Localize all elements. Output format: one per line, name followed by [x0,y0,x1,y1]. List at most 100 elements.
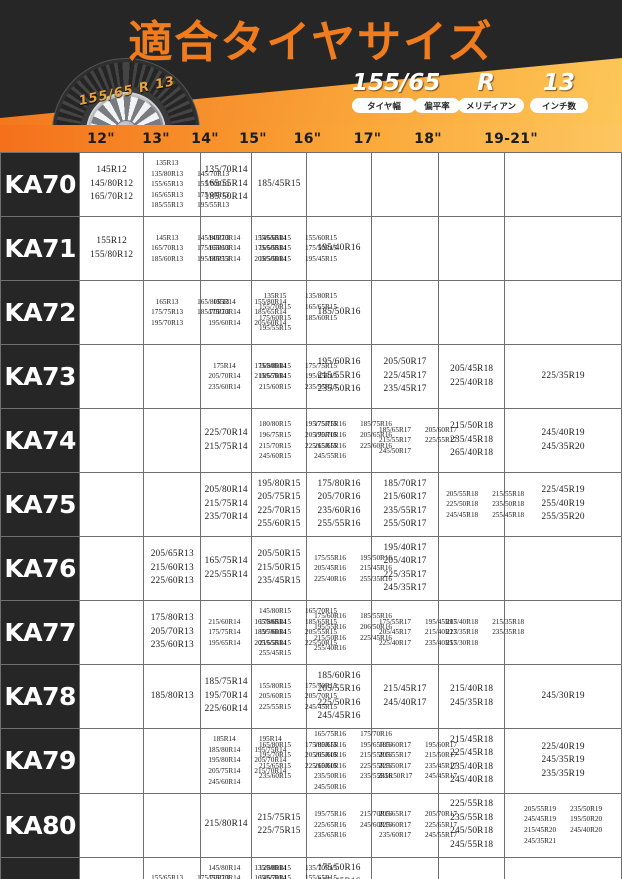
size-cell-ka71-13in: 145R13 145/80R13 165/70R13 175/65R13 185/60R… [143,216,230,281]
size-cell-ka80-13in [143,792,202,858]
size-line: 235/50R16 [317,384,361,395]
size-line: 215/45R18 [450,734,494,745]
size-line: 185/80R13 [150,690,194,701]
legend-radial: R [452,70,520,96]
size-line: 255/60R15 [257,519,301,529]
size-line: 235/40R18 [450,761,494,772]
size-line: 205/80R14 [204,485,248,496]
size-line: 215/65R15 225/60R15 [259,761,337,770]
size-cell-ka71-14in: 145/70R14 155/65R14 165/60R14 175/60R14 185/… [200,216,287,281]
table-row: KA70 145R12 145/80R12 165/70R12 135R13 135/80… [0,152,622,217]
size-line: 225/50R16 [317,697,361,708]
size-line: 215/75R14 [204,441,248,452]
size-line: 205/40R18 215/35R18 [446,617,525,626]
size-line: 185/45R15 [257,178,301,189]
size-line: 235/65R16 [314,831,347,840]
size-cell-ka71-15in: 145/65R15 155/60R15 165/55R15 175/50R15 185/… [251,216,337,281]
size-line: 245/45R16 [317,711,361,721]
size-line: 205/55R18 215/55R18 [446,489,525,498]
size-line: 135/80R13 145/70R13 [151,169,230,178]
size-line: 225/50R17 235/45R17 [379,761,457,770]
size-cell-ka72-19-21in [504,280,622,345]
size-line: 205/50R15 [257,549,301,560]
size-line: 195/75R16 215/70R16 [314,810,393,819]
size-line: 155/80R12 [90,249,134,260]
model-label-ka77: KA77 [0,600,81,665]
legend-ratio-chip: 偏平率 [414,96,460,113]
size-line: 185/80R14 195/75R14 [208,745,287,754]
legend-inch-label: インチ数 [530,98,588,113]
size-cell-ka79-16in: 165/75R16 175/70R16 185/65R16 195/65R16 205/… [306,728,392,794]
size-line: 145/80R12 [90,178,134,189]
model-label-ka76: KA76 [0,536,81,601]
size-cell-ka75-13in [143,472,202,537]
size-cell-ka76-12in [79,536,145,601]
size-line: 175/75R13 185/70R13 [151,308,230,317]
size-line: 245/40R17 [383,697,427,708]
size-cell-ka76-17in: 195/40R17 205/40R17 225/35R17 245/35R17 [371,536,440,601]
size-line: 195/40R17 [383,542,427,553]
size-cell-ka74-19-21in: 245/40R19 245/35R20 [504,408,622,473]
size-cell-ka79-12in [79,728,145,794]
size-cell-ka73-18in: 205/45R18 225/40R18 [438,344,506,409]
size-cell-ka75-15in: 195/80R15 205/75R15 225/70R15 255/60R15 [251,472,308,537]
size-cell-ka75-12in [79,472,145,537]
size-line: 215/70R15 225/65R15 [259,441,337,450]
size-cell-ka77-13in: 175/80R13 205/70R13 235/60R13 [143,600,202,665]
size-cell-ka76-13in: 205/65R13 215/60R13 225/60R13 [143,536,202,601]
model-label-ka75: KA75 [0,472,81,537]
size-line: 225/55R18 [450,799,494,810]
size-line: 245/35R17 [383,583,427,593]
size-line: 215/40R18 [450,684,494,694]
size-line: 235/60R14 [208,382,241,391]
inch-header-4: 15" [239,130,267,147]
size-line: 165/70R12 [90,192,134,203]
size-line: 235/35R19 [541,768,585,779]
size-cell-ka78-15in: 155/80R15 175/70R15 205/60R15 205/70R15 225/… [251,664,337,729]
size-line: 165/60R14 175/60R14 [208,244,287,253]
size-cell-ka74-18in: 215/50R18 235/45R18 265/40R18 [438,408,506,473]
size-cell-ka71-19-21in [504,216,622,281]
size-cell-ka74-16in: 175/75R16 185/75R16 195/70R16 205/65R16 215/… [306,408,392,473]
size-line: 245/35R21 [524,836,557,845]
size-line: 185/50R14 [204,192,248,203]
size-line: 225/75R15 [257,826,301,837]
size-line: 215/45R20 245/40R20 [524,826,603,835]
size-line: 205/70R14 215/65R14 [208,372,287,381]
size-line: 205/65R17 205/70R17 [379,810,457,819]
size-line: 255/55R16 [317,519,361,529]
size-line: 196/75R15 205/70R15 [259,430,337,439]
size-line: 245/30R19 [541,690,585,701]
size-line: 145/70R14 155/65R14 [208,233,287,242]
size-cell-ka71-16in: 195/40R16 [306,216,373,281]
size-cell-ka79-18in: 215/45R18 225/45R18 235/40R18 245/40R18 [438,728,506,794]
size-line: 195/55R15 [259,324,291,333]
size-cell-ka78-16in: 185/60R16 205/55R16 225/50R16 245/45R16 [306,664,373,729]
size-line: 255/50R17 [383,519,427,529]
table-row: KA81 155/65R13175/70R13185/65R13195/65R13… [0,856,622,879]
size-line: 245/40R18 [450,775,494,786]
size-line: 235/45R18 [450,434,494,445]
table-row: KA75 205/80R14 215/75R14 235/70R14 195/80R15… [0,472,622,537]
size-line: 235/55R18 [450,812,494,823]
size-line: 185/70R17 [383,478,427,489]
size-line: 165/65R13 175/60R13 [151,190,230,199]
size-line: 205/75R14 215/70R14 [208,767,287,776]
size-line: 135R15 135/80R15 [263,292,337,301]
size-line: 205/55R19 235/50R19 [524,804,603,813]
size-line: 225/40R17 235/40R17 [379,638,457,647]
size-line: 195/40R16 [317,242,361,253]
size-cell-ka72-14in: 155R14 155/80R14 175/70R14 185/65R14 195/60R… [200,280,286,345]
size-line: 165/80R15 175/75R15 [259,361,337,370]
size-line: 185/60R13 195/60R13 [151,254,230,263]
size-line: 175/55R17 195/45R17 [379,617,457,626]
size-line: 185/50R15 195/45R15 [259,254,337,263]
size-line: 145/65R15 155/60R15 [259,233,337,242]
size-line: 125/80R15 135/70R15 [259,863,337,872]
size-line: 205/65R13 [150,549,194,560]
size-line: 235R50R17 245/45R17 [377,772,457,781]
inch-header-2: 13" [142,130,170,147]
size-cell-ka81-15in: 125/80R15135/70R15145/70R15155/65R15165/… [251,856,337,879]
size-line: 155/65R13 175/70R13 [151,874,230,879]
size-cell-ka71-18in [438,216,506,281]
